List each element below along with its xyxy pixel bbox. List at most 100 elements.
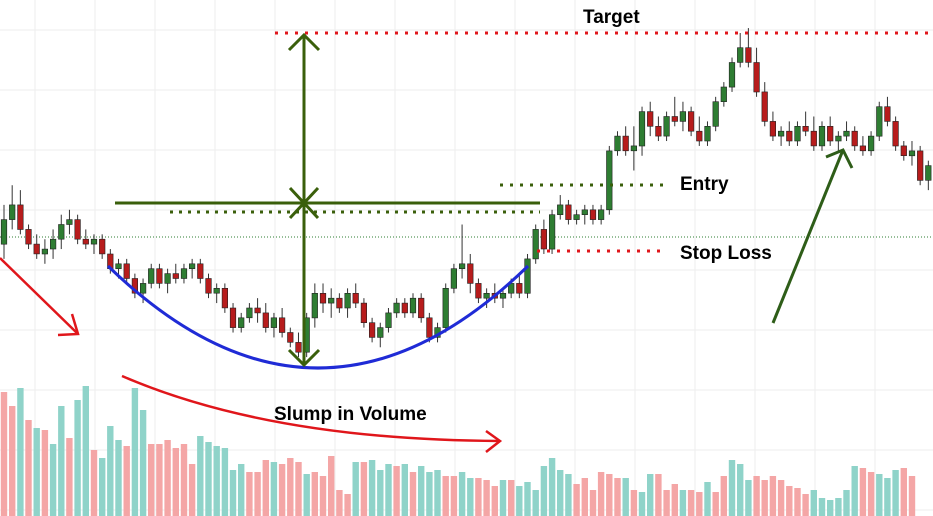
candle-body	[319, 292, 327, 304]
candle-body	[140, 283, 147, 294]
volume-bar	[139, 410, 147, 516]
volume-bar	[82, 386, 89, 516]
candle-body	[900, 145, 907, 156]
candle-body	[33, 243, 40, 255]
candle-body	[761, 91, 768, 122]
candlesticks	[0, 28, 932, 358]
volume-bar	[434, 470, 441, 516]
volume-bar	[368, 460, 376, 516]
candle-body	[450, 268, 458, 289]
candle-body	[246, 307, 253, 319]
volume-bar	[377, 470, 384, 516]
candle-body	[532, 229, 539, 260]
candle-body	[336, 297, 343, 309]
candle-body	[524, 258, 531, 294]
target-label: Target	[583, 7, 640, 28]
volume-bar	[696, 492, 703, 516]
volume-bar	[835, 498, 842, 516]
volume-bar	[867, 472, 875, 516]
volume-bar	[565, 474, 572, 516]
candle-body	[344, 292, 351, 309]
candle-body	[737, 47, 744, 63]
candle-body	[393, 302, 400, 314]
candle-body	[859, 145, 866, 152]
volume-bar	[745, 480, 752, 516]
candle-body	[9, 204, 16, 220]
candle-body	[385, 312, 392, 328]
volume-bar	[892, 470, 899, 516]
volume-bar	[548, 458, 556, 516]
volume-bar	[262, 460, 269, 516]
volume-bar	[74, 400, 81, 516]
volume-bar	[622, 478, 629, 516]
volume-bar	[164, 440, 171, 516]
volume-bar	[188, 464, 196, 516]
volume-bar	[442, 476, 449, 516]
volume-bar	[336, 490, 343, 516]
volume-bar	[794, 488, 801, 516]
candle-body	[671, 116, 678, 122]
candle-body	[712, 101, 719, 127]
volume-bar	[278, 464, 286, 516]
volume-bar	[172, 448, 179, 516]
volume-bar	[655, 474, 662, 516]
volume-bar	[516, 486, 523, 516]
candle-body	[892, 121, 899, 147]
candle-body	[401, 302, 408, 314]
candle-body	[597, 209, 605, 220]
volume-bar	[213, 446, 220, 516]
candle-body	[311, 292, 318, 319]
volume-bar	[180, 444, 188, 516]
volume-bar	[491, 486, 498, 516]
volume-bar	[663, 490, 670, 516]
volume-bar	[687, 490, 695, 516]
candle-body	[287, 332, 294, 343]
volume-bar	[769, 476, 777, 516]
candle-body	[908, 150, 916, 157]
volume-bar	[614, 478, 621, 516]
volume-bar	[115, 440, 122, 516]
candle-body	[655, 126, 662, 137]
candle-body	[745, 47, 752, 63]
volume-bar	[876, 474, 883, 516]
volume-bar	[606, 474, 613, 516]
candle-body	[777, 130, 785, 137]
volume-bar	[851, 466, 858, 516]
volume-bar	[475, 478, 482, 516]
volume-bar	[385, 464, 392, 516]
candle-body	[131, 278, 139, 294]
volume-bar	[532, 490, 539, 516]
volume-bar	[197, 436, 204, 516]
candle-body	[458, 263, 466, 269]
volume-bar	[557, 470, 564, 516]
volume-bar	[0, 392, 8, 516]
volume-bar	[41, 430, 49, 516]
volume-bar	[131, 388, 139, 516]
volume-bar	[393, 466, 400, 516]
volume-bar	[409, 472, 417, 516]
candle-body	[229, 307, 237, 328]
downtrend-arrow	[0, 257, 80, 337]
volume-bar	[295, 462, 302, 516]
candle-body	[25, 229, 32, 245]
candle-body	[516, 283, 523, 294]
volume-bar	[671, 484, 678, 516]
candle-body	[548, 214, 556, 250]
volume-bar	[884, 478, 891, 516]
volume-bar	[647, 474, 654, 516]
candle-body	[540, 229, 547, 250]
candle-body	[687, 111, 695, 132]
candle-body	[74, 219, 81, 240]
volume-bar	[25, 420, 32, 516]
volume-bar	[246, 472, 253, 516]
downtrend-arrow-head	[57, 313, 80, 337]
candle-body	[377, 327, 384, 338]
candle-body	[884, 106, 891, 122]
volume-label: Slump in Volume	[274, 404, 427, 425]
candle-body	[213, 287, 220, 294]
candle-body	[499, 292, 507, 299]
volume-bars	[0, 386, 916, 516]
volume-bar	[859, 468, 867, 516]
